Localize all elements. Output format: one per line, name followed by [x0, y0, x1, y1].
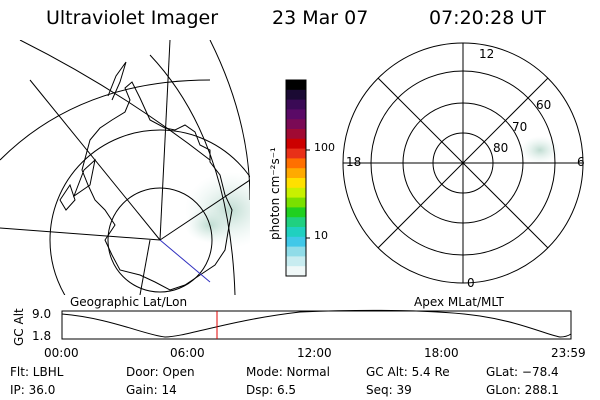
altitude-xtick-2: 12:00 [297, 346, 332, 360]
mlt-label-6: 6 [577, 155, 585, 169]
seq-info: Seq: 39 [366, 383, 412, 397]
colorbar-tick-100: 100 [314, 141, 335, 154]
colorbar-swatch [286, 197, 306, 208]
antarctica-coastline [81, 81, 233, 291]
mlt-label-12: 12 [479, 47, 495, 61]
colorbar-swatch [286, 89, 306, 101]
colorbar-swatch [286, 236, 306, 248]
glat-info: GLat: −78.4 [486, 365, 559, 379]
ip-info: IP: 36.0 [10, 383, 56, 397]
aurora-glow-polar [520, 136, 560, 164]
lat-label-60: 60 [536, 98, 552, 112]
mlt-label-0: 0 [467, 276, 475, 290]
polar-plot-caption: Apex MLat/MLT [414, 295, 504, 309]
colorbar-swatch [286, 187, 306, 199]
altitude-xtick-3: 18:00 [424, 346, 459, 360]
polar-plot [342, 42, 584, 284]
altitude-ylabel: GC Alt [12, 308, 26, 346]
colorbar-swatch [286, 80, 306, 91]
geo-map-caption: Geographic Lat/Lon [70, 295, 188, 309]
colorbar [285, 79, 310, 277]
glon-info: GLon: 288.1 [486, 383, 559, 397]
colorbar-swatch [286, 158, 306, 169]
lat-label-70: 70 [512, 120, 528, 134]
altitude-curve [61, 309, 572, 338]
colorbar-frame [285, 79, 307, 277]
colorbar-swatch [286, 207, 306, 218]
colorbar-swatch [286, 148, 306, 159]
altitude-ytick-top: 9.0 [32, 307, 52, 321]
nadir-track [159, 239, 211, 283]
gc-alt-info: GC Alt: 5.4 Re [366, 365, 450, 379]
colorbar-swatch [286, 129, 306, 140]
colorbar-swatch [286, 99, 306, 110]
altitude-xtick-4: 23:59 [551, 346, 586, 360]
colorbar-swatch [286, 119, 306, 130]
colorbar-swatch [286, 109, 306, 120]
time-label: 07:20:28 UT [429, 7, 546, 29]
door-info: Door: Open [126, 365, 195, 379]
altitude-ytick-bottom: 1.8 [32, 329, 52, 343]
geographic-map [0, 40, 250, 295]
peninsula-coastline [107, 61, 127, 101]
gain-info: Gain: 14 [126, 383, 177, 397]
instrument-title: Ultraviolet Imager [46, 7, 219, 29]
mode-info: Mode: Normal [246, 365, 330, 379]
dsp-info: Dsp: 6.5 [246, 383, 297, 397]
colorbar-swatch [286, 266, 306, 277]
altitude-xtick-1: 06:00 [170, 346, 205, 360]
colorbar-swatch [286, 227, 306, 238]
colorbar-tick-10: 10 [314, 229, 328, 242]
mlt-label-18: 18 [346, 155, 362, 169]
altitude-plot [61, 309, 572, 340]
colorbar-swatch [286, 246, 306, 257]
colorbar-swatch [286, 256, 306, 267]
colorbar-swatch [286, 138, 306, 150]
colorbar-swatch [286, 178, 306, 189]
date-label: 23 Mar 07 [272, 7, 369, 29]
altitude-xtick-0: 00:00 [44, 346, 79, 360]
filter-info: Flt: LBHL [10, 365, 64, 379]
latitude-circle [107, 187, 213, 293]
colorbar-swatch [286, 168, 306, 179]
colorbar-unit-label: photon cm⁻²s⁻¹ [268, 147, 282, 240]
lat-label-80: 80 [493, 141, 509, 155]
colorbar-swatch [286, 217, 306, 228]
